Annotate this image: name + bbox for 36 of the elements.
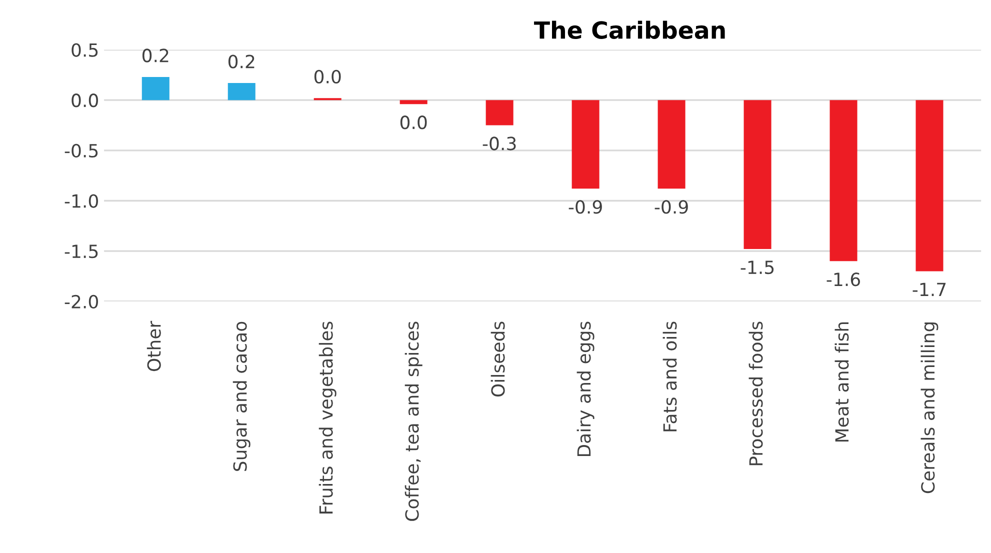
data-label: -1.7: [912, 282, 946, 296]
data-label: 0.2: [228, 54, 254, 68]
data-label: -1.6: [826, 272, 860, 286]
x-tick-label: Fruits and vegetables: [318, 322, 336, 514]
chart-title: The Caribbean: [534, 20, 725, 39]
bar: [572, 100, 600, 189]
bar: [658, 100, 686, 189]
x-tick-label: Dairy and eggs: [576, 322, 594, 456]
x-tick-label: Coffee, tea and spices: [404, 322, 422, 521]
x-tick-label: Cereals and milling: [920, 322, 938, 494]
x-tick-label: Meat and fish: [834, 322, 849, 442]
data-label: -0.9: [654, 200, 688, 214]
y-tick-label: -0.5: [64, 144, 98, 158]
x-tick-label: Oilseeds: [490, 322, 505, 397]
bar: [916, 100, 944, 272]
data-label: -0.3: [482, 136, 516, 150]
y-tick-label: -1.5: [64, 244, 98, 258]
y-tick-label: -1.0: [64, 194, 98, 208]
data-label: -0.9: [568, 200, 602, 214]
bar: [830, 100, 858, 262]
y-tick-label: 0.5: [72, 43, 98, 57]
bar: [142, 76, 170, 100]
x-tick-label: Other: [146, 320, 161, 372]
data-label: -1.5: [740, 260, 774, 274]
data-label: 0.0: [314, 70, 341, 84]
x-tick-label: Sugar and cacao: [232, 322, 250, 471]
x-tick-label: Fats and oils: [662, 322, 677, 432]
bar: [228, 82, 256, 100]
bar: [744, 100, 772, 250]
data-label: 0.2: [142, 48, 168, 62]
bar: [486, 100, 514, 126]
data-label: 0.0: [400, 116, 427, 130]
bar: [400, 100, 428, 104]
y-tick-label: 0.0: [72, 94, 98, 108]
y-tick-label: -2.0: [64, 294, 98, 308]
x-tick-label: Processed foods: [748, 322, 763, 466]
